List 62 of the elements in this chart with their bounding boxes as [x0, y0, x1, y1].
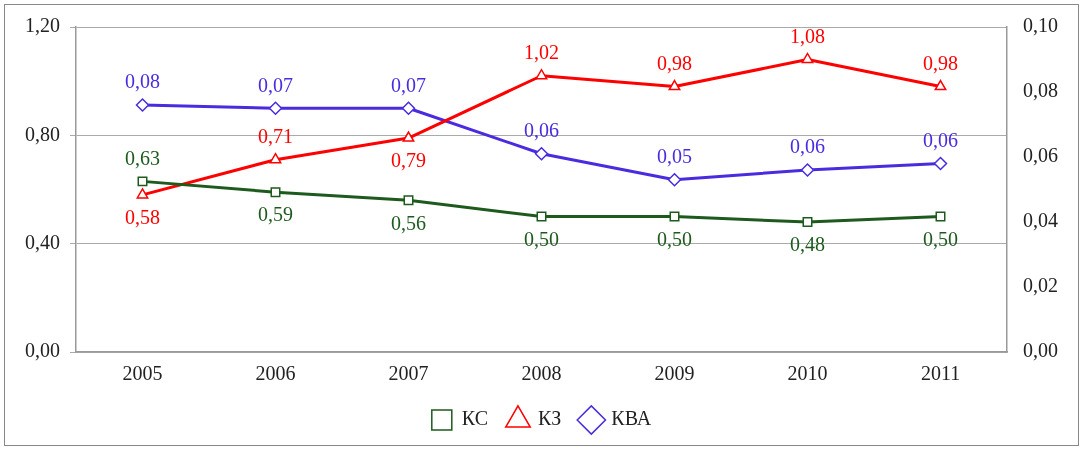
point [402, 131, 415, 142]
data-label: 0,06 [923, 128, 958, 151]
data-label: 0,71 [258, 124, 293, 147]
point [669, 211, 680, 222]
point [933, 156, 948, 171]
legend-label: КС [461, 407, 488, 430]
data-label: 0,50 [657, 227, 692, 250]
data-label: 0,79 [391, 149, 426, 172]
point [269, 152, 282, 164]
x-tick-label: 2009 [654, 362, 695, 385]
data-label: 0,56 [391, 211, 426, 234]
y2-tick-label: 0,10 [1023, 14, 1058, 37]
x-tick-label: 2007 [388, 362, 429, 385]
data-label: 0,07 [391, 73, 426, 96]
point [934, 79, 947, 91]
point [668, 79, 681, 91]
data-label: 0,06 [790, 135, 825, 158]
x-tick-label: 2006 [255, 362, 296, 385]
y-tick-label: 0,00 [25, 339, 60, 362]
y2-tick-label: 0,08 [1023, 79, 1058, 102]
data-label: 1,02 [524, 41, 559, 63]
point [403, 195, 414, 206]
point [137, 176, 148, 187]
legend-label: КЗ [537, 407, 562, 430]
point [802, 217, 813, 227]
point [935, 211, 946, 222]
point [135, 98, 150, 112]
y-tick-label: 0,40 [25, 230, 60, 253]
point [535, 69, 548, 80]
data-label: 0,59 [258, 203, 293, 226]
y2-tick-label: 0,00 [1023, 339, 1058, 362]
point [268, 101, 283, 115]
data-label: 0,50 [923, 227, 958, 250]
data-label: 0,63 [125, 146, 160, 169]
point [536, 211, 547, 222]
y-tick-label: 0,80 [25, 122, 60, 145]
data-label: 0,50 [524, 227, 559, 250]
data-label: 0,48 [790, 233, 825, 256]
x-tick-label: 2005 [122, 362, 163, 385]
point [534, 147, 549, 161]
x-tick-label: 2008 [521, 362, 562, 385]
legend-label: КВА [611, 407, 652, 430]
data-label: 0,05 [657, 145, 692, 167]
point [800, 163, 815, 177]
point [667, 173, 682, 187]
data-label: 0,58 [125, 206, 160, 229]
y2-tick-label: 0,02 [1023, 274, 1058, 297]
x-tick-label: 2011 [920, 362, 961, 385]
point [401, 101, 416, 115]
data-label: 0,07 [258, 73, 293, 96]
point [270, 187, 281, 198]
data-label: 0,08 [125, 70, 160, 93]
data-label: 1,08 [790, 24, 825, 47]
y-tick-label: 1,20 [25, 14, 60, 37]
point [136, 188, 149, 199]
data-label: 0,98 [923, 51, 958, 74]
y2-tick-label: 0,04 [1023, 209, 1058, 232]
x-tick-label: 2010 [787, 362, 828, 385]
y2-tick-label: 0,06 [1023, 144, 1058, 167]
data-label: 0,98 [657, 51, 692, 74]
point [801, 52, 814, 64]
data-label: 0,06 [524, 119, 559, 141]
